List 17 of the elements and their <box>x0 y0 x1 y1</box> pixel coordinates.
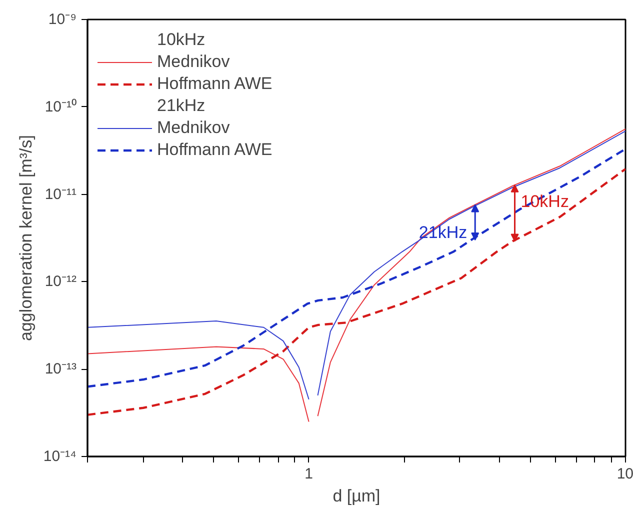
legend-label: Hoffmann AWE <box>157 139 272 161</box>
y-tick-label: 10⁻¹³ <box>44 360 77 378</box>
y-axis-title: agglomeration kernel [m³/s] <box>16 135 36 341</box>
annotation: 10kHz <box>157 29 206 51</box>
x-axis-title: d [µm] <box>332 486 380 506</box>
y-tick-label: 10⁻¹⁰ <box>44 98 77 116</box>
legend-label: Mednikov <box>157 117 230 139</box>
y-tick-label: 10⁻¹¹ <box>44 186 77 203</box>
y-tick-label: 10⁻¹⁴ <box>43 448 76 465</box>
annotation: 10kHz <box>520 192 569 212</box>
annotation: 21kHz <box>157 95 206 117</box>
y-tick-label: 10⁻¹² <box>44 273 77 290</box>
legend-label: Hoffmann AWE <box>157 73 272 95</box>
x-tick-label: 10 <box>616 466 633 482</box>
x-tick-label: 1 <box>304 466 314 482</box>
legend-label: Mednikov <box>157 51 230 73</box>
y-tick-label: 10⁻⁹ <box>48 11 76 28</box>
